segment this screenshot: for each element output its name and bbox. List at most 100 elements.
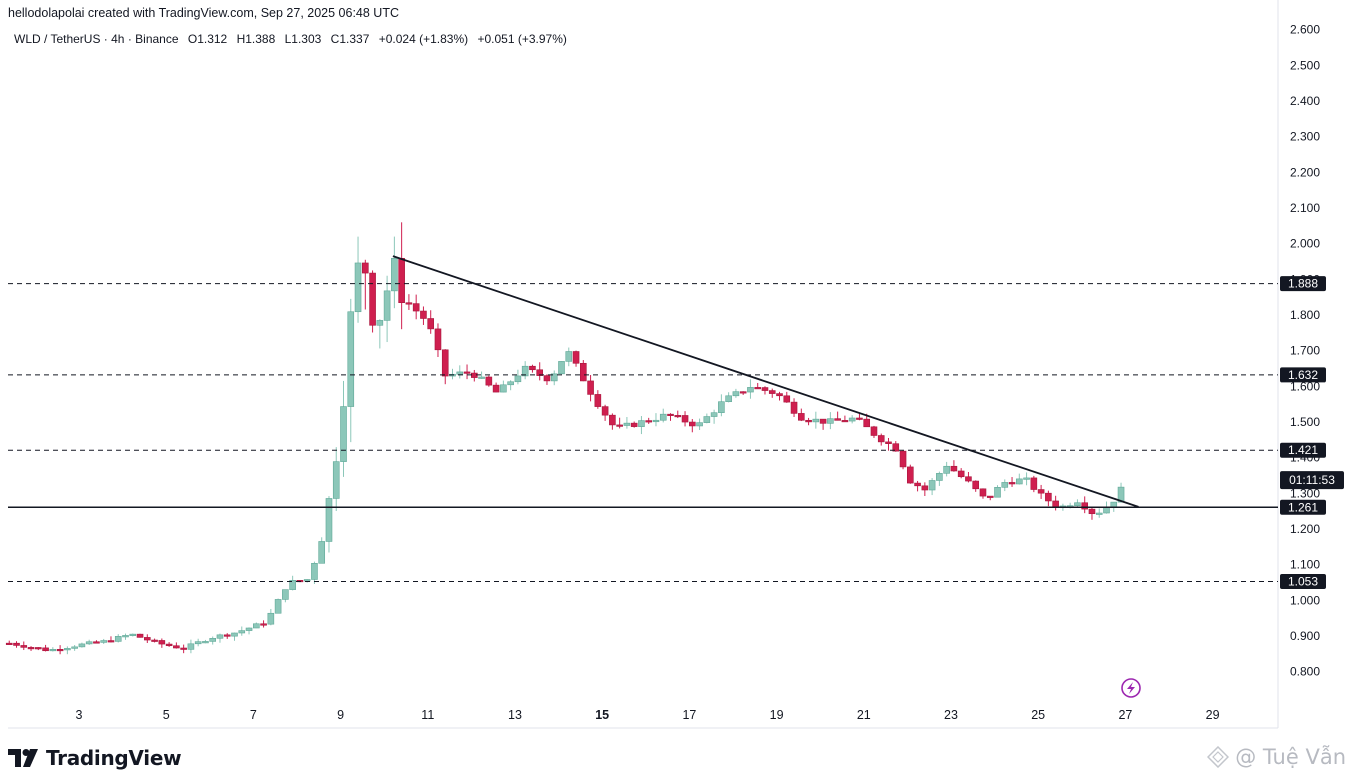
candle-body xyxy=(536,369,544,376)
candle-body xyxy=(689,421,696,427)
candle-body xyxy=(303,579,311,582)
price-lines-layer xyxy=(8,283,1278,582)
time-tick-label: 5 xyxy=(163,708,170,722)
price-tag xyxy=(1280,499,1326,515)
candle-body xyxy=(216,634,224,639)
candle-body xyxy=(558,361,565,375)
candle-body xyxy=(507,381,514,386)
candle-body xyxy=(630,422,638,427)
candle-body xyxy=(42,647,49,652)
candle-body xyxy=(1052,500,1059,508)
candle-body xyxy=(35,647,42,650)
countdown-label: 01:11:53 xyxy=(1289,473,1335,487)
price-tick-label: 1.500 xyxy=(1290,415,1320,429)
candle-body xyxy=(260,623,267,626)
candle-body xyxy=(158,640,166,645)
candle-body xyxy=(667,413,674,416)
time-axis-ticks: 3 5 7 9 11 13 15 17 19 21 23 25 27 29 xyxy=(76,708,1220,722)
time-tick-label: 3 xyxy=(76,708,83,722)
price-tags-layer: 1.888 1.632 1.421 1.261 1.053 01:11:53 xyxy=(1280,276,1344,589)
candle-body xyxy=(798,413,805,421)
candle-body xyxy=(965,476,972,482)
candle-body xyxy=(405,302,413,305)
candle-body xyxy=(1023,477,1030,480)
candle-body xyxy=(1081,502,1089,510)
price-tick-label: 1.800 xyxy=(1290,308,1320,322)
price-tag-label: 1.421 xyxy=(1288,443,1318,457)
candle-body xyxy=(441,349,449,377)
replay-lightning-icon[interactable] xyxy=(1121,678,1141,698)
candle-body xyxy=(398,257,405,303)
candle-body xyxy=(565,351,573,362)
candle-body xyxy=(841,420,849,423)
candle-body xyxy=(950,465,958,472)
price-tag xyxy=(1280,442,1326,458)
time-tick-label: 21 xyxy=(857,708,871,722)
candle-body xyxy=(383,290,391,321)
candle-body xyxy=(1045,492,1052,502)
candle-body xyxy=(907,466,914,484)
candle-body xyxy=(64,648,71,651)
candle-body xyxy=(529,365,536,371)
ohlc-high: H1.388 xyxy=(236,32,276,46)
descending-trendline[interactable] xyxy=(392,255,1139,508)
candle-body xyxy=(340,406,347,462)
candle-body xyxy=(819,418,827,424)
candle-body xyxy=(13,642,20,646)
price-tag-label: 1.053 xyxy=(1288,574,1318,588)
price-tick-label: 2.100 xyxy=(1290,201,1320,215)
candle-body xyxy=(354,262,362,313)
candle-body xyxy=(20,645,28,648)
candle-body xyxy=(5,642,13,645)
candle-body xyxy=(732,391,740,397)
tradingview-logo[interactable]: TradingView xyxy=(8,745,182,771)
time-tick-label: 19 xyxy=(770,708,784,722)
candle-body xyxy=(1117,486,1125,503)
candle-body xyxy=(899,450,907,468)
candle-body xyxy=(979,488,987,497)
time-tick-label: 25 xyxy=(1031,708,1045,722)
candle-body xyxy=(136,633,144,638)
candle-body xyxy=(311,562,318,580)
candle-body xyxy=(827,418,834,424)
time-tick-label: 9 xyxy=(337,708,344,722)
candle-body xyxy=(681,415,689,423)
time-tick-label: 7 xyxy=(250,708,257,722)
candle-body xyxy=(972,480,980,490)
candle-body xyxy=(485,376,493,386)
price-axis-ticks: 0.8000.9001.0001.1001.2001.3001.4001.500… xyxy=(1290,23,1320,679)
candle-body xyxy=(761,387,769,391)
candle-body xyxy=(521,365,529,377)
candle-body xyxy=(456,371,464,375)
candle-body xyxy=(151,639,158,642)
price-tag-label: 1.632 xyxy=(1288,368,1318,382)
ohlc-close: C1.337 xyxy=(330,32,370,46)
candle-body xyxy=(1074,502,1081,506)
price-tick-label: 2.000 xyxy=(1290,237,1320,251)
price-tick-label: 1.000 xyxy=(1290,593,1320,607)
candle-body xyxy=(710,412,718,417)
candle-body xyxy=(500,384,507,393)
candle-body xyxy=(238,630,246,634)
candle-body xyxy=(114,636,122,642)
price-tick-label: 2.600 xyxy=(1290,23,1320,37)
candle-body xyxy=(659,413,667,421)
candle-body xyxy=(325,498,333,542)
price-tick-label: 0.800 xyxy=(1290,665,1320,679)
candle-body xyxy=(543,375,551,382)
price-tick-label: 1.200 xyxy=(1290,522,1320,536)
diamond-watermark-icon xyxy=(1207,746,1230,768)
candle-body xyxy=(347,311,355,407)
symbol-name[interactable]: WLD / TetherUS · 4h · Binance xyxy=(14,32,179,46)
price-change-2: +0.051 (+3.97%) xyxy=(477,32,567,46)
candle-body xyxy=(1001,482,1009,488)
candle-body xyxy=(674,415,682,418)
candle-body xyxy=(56,649,64,652)
price-tick-label: 0.900 xyxy=(1290,629,1320,643)
candle-body xyxy=(427,318,435,330)
candles-layer xyxy=(5,222,1125,655)
candle-body xyxy=(580,362,587,382)
chart-credit: hellodolapolai created with TradingView.… xyxy=(8,6,399,20)
trendline-layer xyxy=(392,255,1139,508)
